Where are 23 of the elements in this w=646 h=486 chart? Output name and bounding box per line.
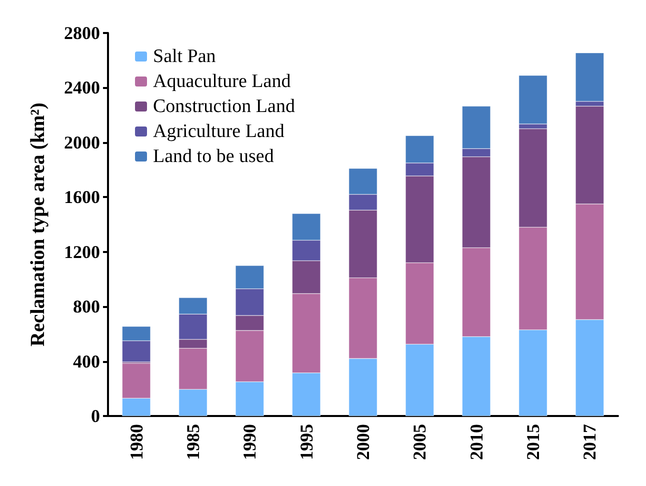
legend-label: Land to be used	[153, 146, 274, 167]
y-tick-label: 2800	[64, 23, 100, 43]
y-tick-label: 0	[91, 406, 100, 426]
y-tick-label: 400	[73, 351, 100, 372]
y-tick-label: 2000	[64, 132, 100, 152]
x-tick-label: 1995	[296, 424, 316, 460]
legend-label: Construction Land	[153, 96, 296, 117]
legend-label: Agriculture Land	[153, 121, 285, 142]
x-tick-label: 2010	[466, 424, 486, 460]
x-tick-label: 2015	[523, 424, 543, 460]
x-tick-label: 2005	[410, 424, 430, 460]
y-tick-label: 800	[73, 296, 100, 317]
y-tick-label: 1200	[64, 242, 100, 262]
x-tick-label: 2017	[580, 424, 600, 460]
y-axis-title: Reclamation type area (km²)	[27, 102, 49, 346]
legend-label: Aquaculture Land	[153, 71, 292, 92]
y-tick-label: 1600	[64, 187, 100, 208]
legend-label: Salt Pan	[153, 46, 216, 67]
y-tick-label: 2400	[64, 78, 100, 98]
x-tick-label: 2000	[353, 424, 373, 460]
x-tick-label: 1980	[126, 424, 146, 460]
x-tick-label: 1985	[183, 424, 203, 460]
x-tick-label: 1990	[240, 424, 260, 460]
